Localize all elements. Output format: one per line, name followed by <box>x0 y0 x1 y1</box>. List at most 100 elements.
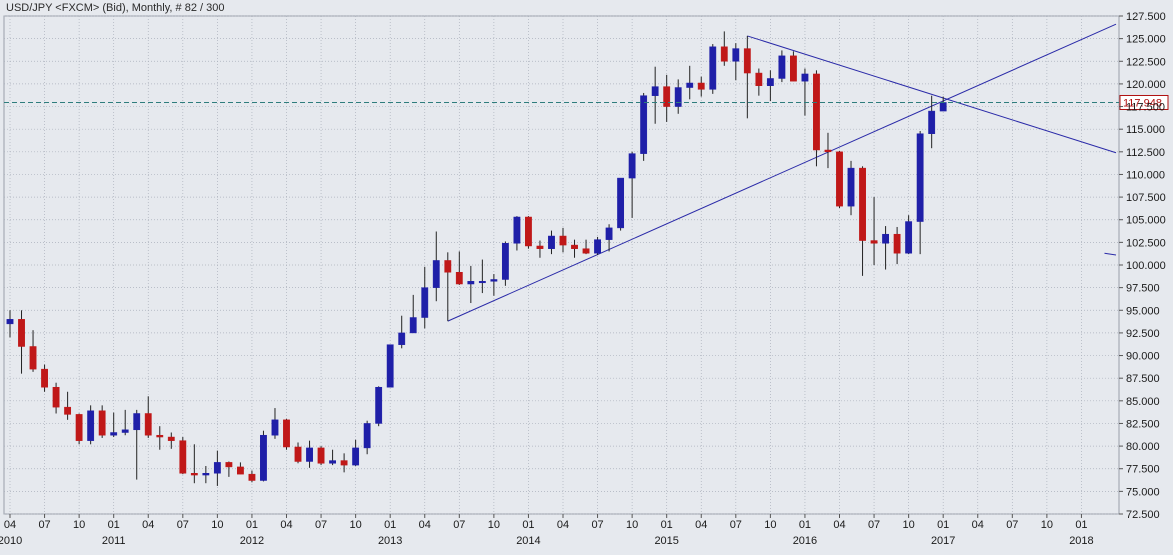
candle-body-down <box>559 235 567 246</box>
x-tick-label: 10 <box>626 519 638 531</box>
candle-body-down <box>893 233 901 254</box>
candle-body-up <box>490 279 498 282</box>
candle-body-down <box>29 346 37 370</box>
candle-body-up <box>432 260 440 288</box>
y-tick-label: 77.500 <box>1126 464 1160 476</box>
candle-body-down <box>836 151 843 207</box>
candle-body-up <box>306 447 313 462</box>
candle-body-down <box>743 48 751 74</box>
candle-body-down <box>755 72 763 86</box>
candle-body-up <box>882 233 890 244</box>
x-year-label: 2012 <box>240 535 264 547</box>
candle-body-down <box>663 86 671 107</box>
candle-body-up <box>766 78 774 86</box>
candle-body-down <box>813 73 820 151</box>
candle-body-down <box>340 460 348 466</box>
trendline <box>1104 252 1117 256</box>
y-tick-label: 80.000 <box>1126 441 1160 453</box>
current-price-box <box>1119 94 1169 110</box>
x-tick-label: 04 <box>695 519 707 531</box>
x-year-label: 2010 <box>0 535 22 547</box>
y-tick-label: 127.500 <box>1126 11 1166 23</box>
candle-body-up <box>605 227 613 240</box>
candle-body-down <box>720 46 728 62</box>
candle-body-up <box>628 153 636 179</box>
current-price-label: 117.948 <box>1123 97 1162 109</box>
candle-body-up <box>6 319 14 325</box>
x-tick-label: 04 <box>833 519 845 531</box>
candle-body-down <box>144 413 152 436</box>
candle-body-up <box>386 344 394 388</box>
candle-body-down <box>789 55 797 82</box>
x-tick-label: 04 <box>142 519 154 531</box>
candle-body-down <box>571 244 578 249</box>
candle-body-down <box>156 434 164 438</box>
candle-body-down <box>582 248 590 254</box>
y-tick-label: 125.000 <box>1126 34 1166 46</box>
x-tick-label: 01 <box>108 519 120 531</box>
y-tick-label: 97.500 <box>1126 283 1160 295</box>
trendline-layer <box>447 23 1117 322</box>
y-tick-label: 95.000 <box>1126 305 1160 317</box>
candle-body-up <box>87 410 95 441</box>
trendline <box>447 23 1117 322</box>
x-tick-label: 04 <box>280 519 292 531</box>
candle-body-up <box>501 243 509 280</box>
candle-body-down <box>98 410 106 436</box>
y-tick-label: 87.500 <box>1126 373 1160 385</box>
x-year-label: 2015 <box>654 535 678 547</box>
candle-body-up <box>640 95 648 154</box>
candle-body-down <box>236 466 244 475</box>
candle-body-up <box>548 235 555 249</box>
candle-body-down <box>41 368 48 388</box>
candle-body-up <box>352 447 360 466</box>
candle-body-down <box>75 414 83 441</box>
candle-body-up <box>213 462 221 474</box>
candle-body-down <box>294 446 302 462</box>
candle-body-up <box>329 460 337 464</box>
x-tick-label: 07 <box>868 519 880 531</box>
candle-body-up <box>363 423 371 449</box>
x-tick-label: 07 <box>730 519 742 531</box>
y-tick-label: 90.000 <box>1126 351 1160 363</box>
candle-body-down <box>190 473 198 476</box>
candle-body-down <box>248 473 256 481</box>
candle-body-up <box>409 317 417 334</box>
y-tick-label: 107.500 <box>1126 192 1166 204</box>
y-tick-label: 112.500 <box>1126 147 1165 159</box>
candle-body-down <box>317 447 325 464</box>
candle-body-up <box>478 281 486 284</box>
candle-body-up <box>905 221 913 254</box>
x-tick-label: 01 <box>246 519 258 531</box>
x-tick-label: 10 <box>1041 519 1053 531</box>
x-tick-label: 01 <box>384 519 396 531</box>
candle-body-up <box>271 419 279 436</box>
y-tick-label: 92.500 <box>1126 328 1160 340</box>
y-tick-label: 105.000 <box>1126 215 1166 227</box>
candle-body-up <box>651 86 659 96</box>
x-year-label: 2013 <box>378 535 402 547</box>
candle-body-up <box>778 55 786 79</box>
x-tick-label: 01 <box>937 519 949 531</box>
candle-body-down <box>167 436 175 441</box>
y-tick-label: 120.000 <box>1126 79 1166 91</box>
y-tick-label: 82.500 <box>1126 418 1160 430</box>
candle-body-down <box>824 149 832 153</box>
x-year-label: 2018 <box>1069 535 1093 547</box>
candle-body-up <box>121 429 129 433</box>
candle-body-down <box>225 462 233 468</box>
x-tick-label: 07 <box>38 519 50 531</box>
candle-body-up <box>709 46 717 90</box>
x-year-label: 2014 <box>516 535 540 547</box>
candle-body-up <box>939 102 947 112</box>
x-tick-label: 01 <box>522 519 534 531</box>
x-year-label: 2016 <box>793 535 817 547</box>
x-tick-label: 10 <box>488 519 500 531</box>
x-tick-label: 07 <box>453 519 465 531</box>
candle-body-up <box>732 48 740 62</box>
candle-body-down <box>179 440 187 474</box>
x-tick-label: 04 <box>419 519 431 531</box>
x-year-label: 2017 <box>931 535 955 547</box>
candle-body-down <box>536 245 544 249</box>
